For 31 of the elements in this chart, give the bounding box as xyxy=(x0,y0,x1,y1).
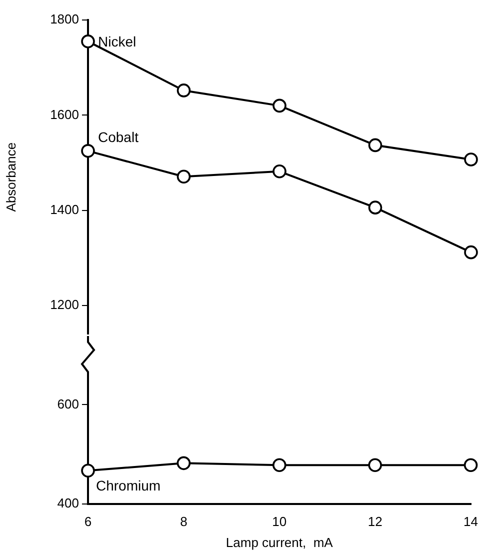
point xyxy=(368,200,382,214)
y-tick-label: 1400 xyxy=(50,202,79,217)
series-label: Nickel xyxy=(98,33,136,50)
point xyxy=(81,464,95,478)
series-label: Chromium xyxy=(96,477,161,494)
point xyxy=(81,144,95,158)
y-tick-label: 400 xyxy=(57,495,79,510)
point xyxy=(176,170,191,184)
series-label: Cobalt xyxy=(98,128,139,145)
x-tick-label: 12 xyxy=(368,514,382,530)
x-tick-label: 14 xyxy=(464,514,478,530)
point xyxy=(464,152,478,166)
point xyxy=(176,456,191,470)
point xyxy=(81,34,95,48)
y-tick-label: 1200 xyxy=(50,297,79,312)
point xyxy=(464,458,478,472)
point xyxy=(272,164,286,178)
y-tick-label: 600 xyxy=(57,396,79,412)
x-tick-label: 6 xyxy=(84,514,92,530)
y-axis-title: Absorbance xyxy=(3,142,18,212)
point xyxy=(368,138,382,152)
point xyxy=(176,84,191,98)
y-tick-label: 1800 xyxy=(50,12,79,27)
point xyxy=(272,98,286,113)
x-axis-title: Lamp current, mA xyxy=(226,534,334,550)
x-tick-label: 10 xyxy=(272,514,287,530)
point xyxy=(464,245,478,260)
point xyxy=(272,458,286,472)
point xyxy=(368,458,382,472)
y-tick-label: 1600 xyxy=(50,106,79,122)
x-tick-label: 8 xyxy=(180,514,188,530)
